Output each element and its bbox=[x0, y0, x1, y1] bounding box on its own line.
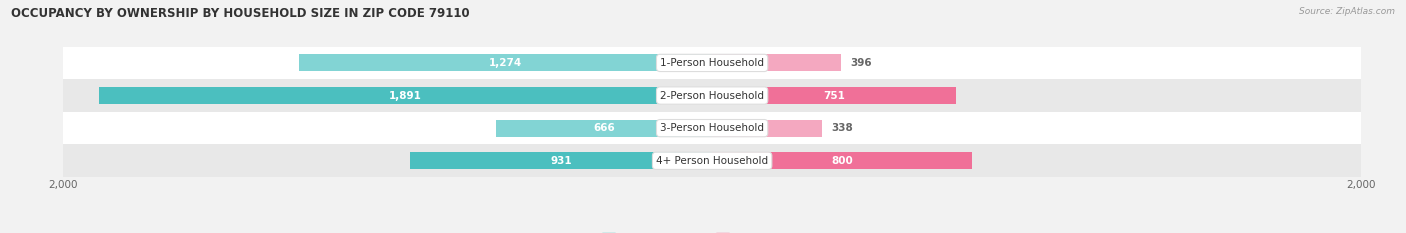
Bar bbox=[299, 55, 713, 71]
Text: 3-Person Household: 3-Person Household bbox=[661, 123, 763, 133]
Bar bbox=[496, 120, 713, 137]
Legend: Owner-occupied, Renter-occupied: Owner-occupied, Renter-occupied bbox=[598, 229, 827, 233]
Bar bbox=[98, 87, 713, 104]
Text: 800: 800 bbox=[831, 156, 853, 166]
Text: 396: 396 bbox=[851, 58, 872, 68]
Bar bbox=[63, 112, 1361, 144]
Text: 1-Person Household: 1-Person Household bbox=[661, 58, 763, 68]
Bar bbox=[713, 152, 972, 169]
Bar bbox=[713, 55, 841, 71]
Bar bbox=[713, 87, 956, 104]
Text: OCCUPANCY BY OWNERSHIP BY HOUSEHOLD SIZE IN ZIP CODE 79110: OCCUPANCY BY OWNERSHIP BY HOUSEHOLD SIZE… bbox=[11, 7, 470, 20]
Text: 1,274: 1,274 bbox=[489, 58, 522, 68]
Bar bbox=[63, 79, 1361, 112]
Text: 2-Person Household: 2-Person Household bbox=[661, 91, 763, 100]
Bar bbox=[713, 120, 821, 137]
Text: 338: 338 bbox=[831, 123, 853, 133]
Text: Source: ZipAtlas.com: Source: ZipAtlas.com bbox=[1299, 7, 1395, 16]
Bar bbox=[411, 152, 713, 169]
Text: 666: 666 bbox=[593, 123, 614, 133]
Bar bbox=[63, 144, 1361, 177]
Text: 931: 931 bbox=[550, 156, 572, 166]
Text: 751: 751 bbox=[823, 91, 845, 100]
Bar bbox=[63, 47, 1361, 79]
Text: 1,891: 1,891 bbox=[389, 91, 422, 100]
Text: 4+ Person Household: 4+ Person Household bbox=[657, 156, 768, 166]
